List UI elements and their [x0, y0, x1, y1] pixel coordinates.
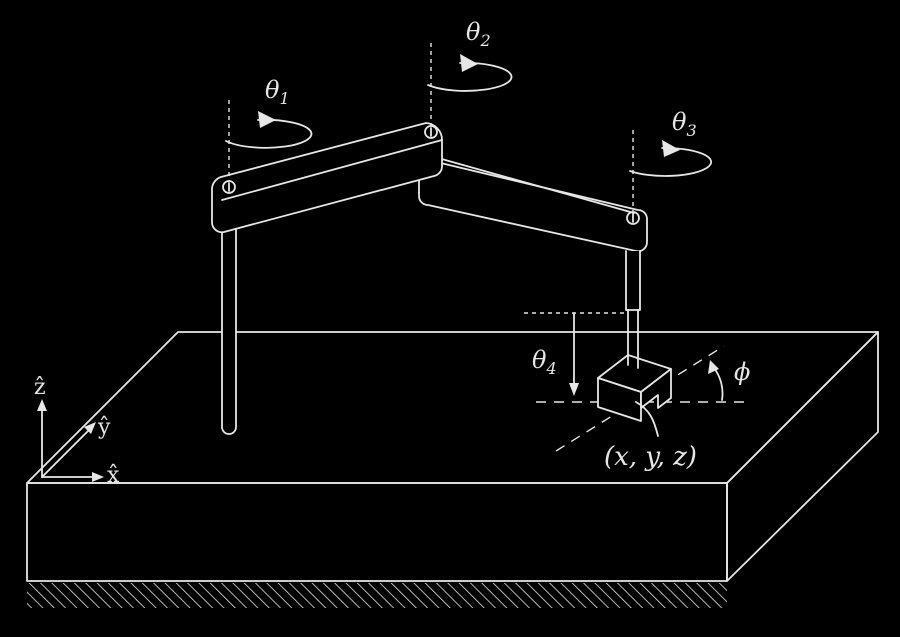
link-1	[211, 122, 443, 234]
theta-1-label: θ1	[265, 76, 290, 108]
link-2-top-edge	[430, 155, 635, 214]
rotation-arrow-1-icon	[225, 111, 313, 149]
position-label: (x, y, z)	[604, 442, 697, 472]
x-axis-arrow-icon	[92, 472, 104, 482]
axis-x-label: x̂	[107, 463, 120, 488]
phi-arrow-icon	[708, 360, 719, 374]
base-column	[221, 227, 237, 435]
rotation-arrow-3-icon	[629, 140, 713, 177]
y-axis	[41, 427, 92, 478]
base-side-face	[726, 331, 879, 582]
base-front-face	[26, 482, 728, 582]
position-leader-line	[635, 401, 659, 437]
gripper	[597, 354, 672, 422]
rotation-arrow-2-icon	[427, 54, 513, 92]
gripper-side-face	[640, 368, 672, 409]
spindle-upper	[625, 250, 641, 311]
y-axis-arrow-icon	[84, 422, 96, 434]
joint-2	[424, 125, 438, 139]
joint-2-pin-icon	[424, 125, 438, 139]
link-2	[418, 155, 648, 253]
axis-y-label: ŷ	[97, 415, 111, 440]
z-axis-arrow-icon	[37, 399, 47, 411]
column-body	[221, 227, 237, 435]
ground-hatching	[27, 583, 727, 608]
spindle	[625, 250, 641, 366]
link-1-bottom-edge	[221, 139, 443, 201]
theta-4-arrow-icon	[569, 383, 579, 396]
phi-label: ϕ	[734, 358, 750, 386]
theta-3-label: θ3	[672, 108, 697, 140]
base-plate	[26, 331, 879, 608]
phi-arc	[713, 367, 724, 401]
coordinate-frame: ẑ ŷ x̂	[34, 375, 120, 488]
theta-2-label: θ2	[466, 18, 491, 50]
axis-z-label: ẑ	[34, 375, 46, 400]
gripper-front-face	[597, 377, 642, 422]
theta-4-label: θ4	[532, 346, 557, 378]
